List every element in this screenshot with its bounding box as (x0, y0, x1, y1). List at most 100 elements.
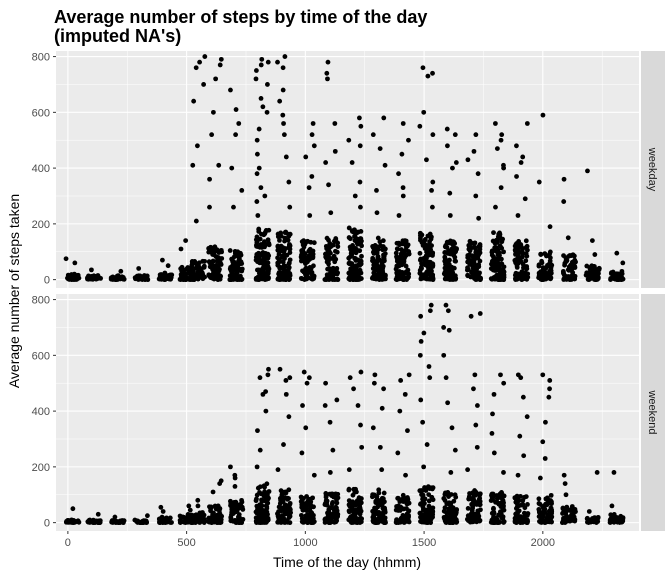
data-point (541, 506, 546, 511)
data-point (371, 262, 377, 268)
data-point (327, 419, 333, 425)
data-point (303, 266, 308, 272)
data-point (465, 157, 471, 163)
data-point (282, 235, 288, 241)
data-point (352, 245, 358, 251)
data-point (328, 210, 334, 216)
data-point (491, 391, 497, 397)
data-point (265, 260, 271, 266)
data-point (572, 263, 578, 269)
data-point (406, 249, 412, 254)
data-point (524, 513, 530, 518)
data-point (380, 238, 386, 244)
data-point (208, 504, 214, 510)
y-tick-label: 200 (32, 462, 50, 474)
y-tick-label: 800 (32, 52, 50, 64)
data-point (333, 504, 339, 510)
data-point (254, 171, 260, 177)
data-point (308, 265, 314, 271)
data-point (201, 264, 207, 270)
data-point (417, 250, 423, 256)
data-point (430, 512, 436, 518)
data-point (275, 467, 281, 473)
data-point (189, 262, 195, 268)
data-point (190, 162, 196, 168)
data-point (349, 160, 355, 165)
data-point (228, 464, 233, 470)
data-point (429, 243, 434, 249)
data-point (266, 489, 272, 494)
data-point (394, 274, 400, 280)
data-point (121, 276, 127, 282)
data-point (275, 231, 281, 237)
data-point (448, 470, 454, 475)
data-point (87, 520, 93, 525)
data-point (402, 238, 408, 244)
data-point (474, 444, 480, 450)
data-point (450, 520, 456, 526)
data-point (515, 213, 521, 218)
data-point (358, 229, 364, 234)
data-point (421, 464, 427, 470)
data-point (452, 516, 458, 522)
data-point (278, 519, 284, 524)
data-point (549, 519, 554, 525)
data-point (420, 65, 426, 71)
data-point (611, 470, 617, 475)
data-point (259, 56, 265, 62)
data-point (209, 132, 215, 138)
data-point (514, 497, 520, 503)
data-point (358, 123, 364, 129)
data-point (561, 253, 566, 259)
data-point (400, 492, 406, 498)
data-point (239, 268, 245, 274)
data-point (443, 302, 449, 308)
data-point (442, 516, 447, 522)
data-point (240, 507, 246, 512)
data-point (473, 422, 479, 428)
data-point (263, 520, 269, 525)
data-point (346, 276, 352, 282)
data-point (254, 492, 260, 498)
data-point (546, 394, 552, 400)
data-point (232, 475, 238, 481)
data-point (501, 269, 507, 275)
data-point (195, 497, 201, 503)
data-point (309, 132, 315, 138)
data-point (370, 132, 376, 138)
data-point (281, 121, 286, 126)
data-point (348, 269, 353, 275)
data-point (448, 276, 454, 282)
data-point (212, 519, 218, 524)
data-point (430, 485, 436, 491)
data-point (327, 266, 332, 272)
data-point (265, 59, 271, 65)
data-point (299, 502, 305, 508)
data-point (324, 70, 330, 76)
data-point (377, 146, 383, 151)
data-point (499, 276, 505, 282)
data-point (210, 258, 216, 264)
data-point (182, 274, 188, 280)
chart-title-line-1: Average number of steps by time of the d… (54, 7, 427, 27)
data-point (380, 265, 386, 271)
data-point (356, 115, 362, 121)
data-point (573, 259, 578, 265)
data-point (195, 503, 201, 509)
data-point (334, 397, 340, 403)
data-point (499, 261, 505, 267)
data-point (471, 275, 477, 281)
data-point (299, 512, 304, 518)
data-point (382, 505, 388, 511)
facet-panels: 0 200 400 600 800 weekday 0 200 400 600 800 weekend (32, 51, 665, 531)
data-point (353, 486, 358, 492)
data-point (521, 518, 527, 524)
data-point (178, 246, 184, 252)
data-point (543, 419, 548, 425)
data-point (381, 256, 387, 262)
data-point (330, 447, 336, 453)
data-point (524, 414, 530, 420)
data-point (395, 258, 401, 264)
data-point (162, 273, 168, 279)
data-point (265, 237, 271, 243)
